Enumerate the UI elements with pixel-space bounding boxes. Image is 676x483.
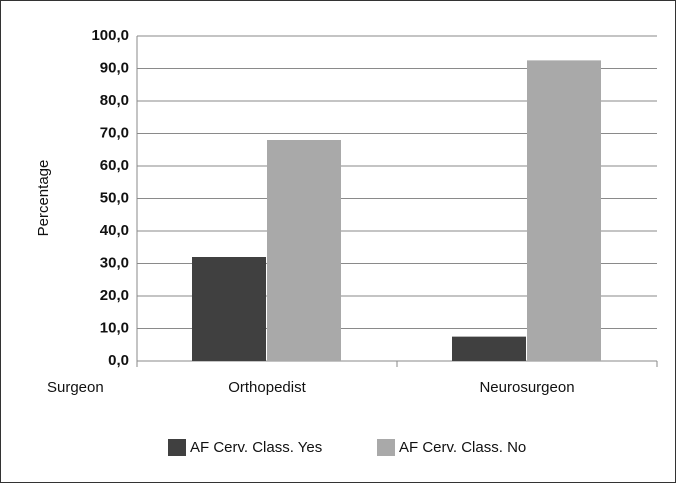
y-tick-label: 70,0 bbox=[100, 124, 129, 141]
y-tick-label: 0,0 bbox=[108, 352, 129, 369]
x-tick-label: Orthopedist bbox=[228, 379, 306, 396]
bar bbox=[267, 140, 341, 361]
bar bbox=[527, 60, 601, 361]
y-axis-label: Percentage bbox=[35, 160, 52, 237]
legend-label: AF Cerv. Class. No bbox=[399, 439, 526, 456]
y-tick-label: 40,0 bbox=[100, 222, 129, 239]
y-tick-label: 80,0 bbox=[100, 92, 129, 109]
legend-swatch bbox=[168, 439, 186, 456]
legend-label: AF Cerv. Class. Yes bbox=[190, 439, 322, 456]
y-tick-label: 60,0 bbox=[100, 157, 129, 174]
legend-swatch bbox=[377, 439, 395, 456]
x-tick-label: Neurosurgeon bbox=[479, 379, 574, 396]
x-axis-label: Surgeon bbox=[47, 379, 104, 396]
bar bbox=[192, 257, 266, 361]
y-tick-label: 10,0 bbox=[100, 319, 129, 336]
bar bbox=[452, 336, 526, 361]
y-tick-label: 30,0 bbox=[100, 254, 129, 271]
y-tick-label: 90,0 bbox=[100, 59, 129, 76]
y-tick-label: 50,0 bbox=[100, 189, 129, 206]
y-tick-label: 100,0 bbox=[91, 27, 129, 44]
y-tick-label: 20,0 bbox=[100, 287, 129, 304]
